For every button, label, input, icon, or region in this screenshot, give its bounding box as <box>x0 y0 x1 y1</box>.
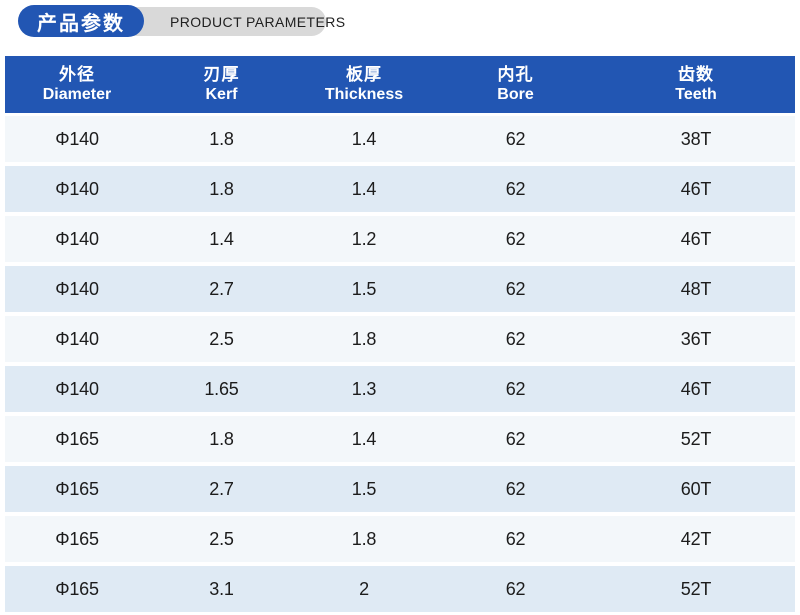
table-cell: 42T <box>680 528 712 549</box>
table-cell: Φ140 <box>55 128 99 149</box>
section-header: PRODUCT PARAMETERS 产品参数 <box>18 4 345 38</box>
table-cell: 2.7 <box>209 278 234 299</box>
column-header-cn: 刃厚 <box>203 64 240 84</box>
table-cell: Φ165 <box>55 428 99 449</box>
column-header-teeth: 齿数 Teeth <box>597 64 795 105</box>
table-cell: 62 <box>505 328 526 349</box>
table-row: Φ165 3.1 2 62 52T <box>5 566 795 612</box>
table-cell: 46T <box>680 378 712 399</box>
table-cell: Φ140 <box>55 228 99 249</box>
section-title-badge: 产品参数 <box>18 5 144 37</box>
table-cell: 1.5 <box>351 278 377 299</box>
table-cell: 1.3 <box>351 378 377 399</box>
column-header-thickness: 板厚 Thickness <box>294 64 434 105</box>
table-cell: Φ165 <box>55 578 99 599</box>
table-cell: 2.5 <box>209 328 234 349</box>
table-row: Φ165 2.7 1.5 62 60T <box>5 466 795 512</box>
section-subtitle-label: PRODUCT PARAMETERS <box>170 13 346 30</box>
column-header-cn: 内孔 <box>497 64 534 84</box>
table-cell: 62 <box>505 278 526 299</box>
table-cell: Φ140 <box>55 178 99 199</box>
table-cell: 36T <box>680 328 712 349</box>
table-cell: 1.8 <box>209 178 234 199</box>
table-cell: Φ165 <box>55 528 99 549</box>
column-header-cn: 板厚 <box>346 64 382 84</box>
table-cell: Φ165 <box>55 478 99 499</box>
table-cell: Φ140 <box>55 278 99 299</box>
table-cell: 62 <box>505 478 526 499</box>
table-cell: 1.2 <box>351 228 377 249</box>
table-row: Φ140 2.7 1.5 62 48T <box>5 266 795 312</box>
table-cell: 62 <box>505 128 526 149</box>
table-cell: Φ140 <box>55 328 99 349</box>
table-header-row: 外径 Diameter 刃厚 Kerf 板厚 Thickness 内孔 Bore… <box>5 56 795 113</box>
table-cell: 1.4 <box>209 228 234 249</box>
table-cell: 46T <box>680 228 712 249</box>
table-cell: 62 <box>505 428 526 449</box>
table-body: Φ140 1.8 1.4 62 38T Φ140 1.8 1.4 62 46T Φ140 1.4 1.2… <box>5 116 795 612</box>
table-cell: 2.5 <box>209 528 234 549</box>
table-cell: 1.5 <box>351 478 377 499</box>
table-cell: Φ140 <box>55 378 99 399</box>
product-parameters-table: 外径 Diameter 刃厚 Kerf 板厚 Thickness 内孔 Bore… <box>5 56 795 612</box>
table-cell: 1.65 <box>204 378 239 399</box>
column-header-cn: 外径 <box>59 64 95 84</box>
table-cell: 2.7 <box>209 478 234 499</box>
table-row: Φ140 1.65 1.3 62 46T <box>5 366 795 412</box>
table-cell: 1.4 <box>351 428 377 449</box>
table-cell: 3.1 <box>209 578 234 599</box>
table-cell: 1.8 <box>209 128 234 149</box>
table-cell: 62 <box>505 528 526 549</box>
table-cell: 60T <box>680 478 712 499</box>
table-cell: 1.4 <box>351 128 377 149</box>
table-cell: 52T <box>680 578 712 599</box>
table-cell: 46T <box>680 178 712 199</box>
table-row: Φ140 2.5 1.8 62 36T <box>5 316 795 362</box>
table-cell: 62 <box>505 378 526 399</box>
column-header-en: Kerf <box>205 86 238 104</box>
column-header-bore: 内孔 Bore <box>434 64 597 105</box>
table-cell: 1.4 <box>351 178 377 199</box>
table-cell: 62 <box>505 228 526 249</box>
column-header-en: Teeth <box>675 86 717 104</box>
table-cell: 2 <box>359 578 369 599</box>
column-header-cn: 齿数 <box>678 64 714 84</box>
table-cell: 1.8 <box>351 328 377 349</box>
column-header-en: Thickness <box>324 86 404 104</box>
table-cell: 1.8 <box>209 428 234 449</box>
table-cell: 48T <box>680 278 712 299</box>
table-row: Φ165 2.5 1.8 62 42T <box>5 516 795 562</box>
table-row: Φ140 1.8 1.4 62 38T <box>5 116 795 162</box>
column-header-diameter: 外径 Diameter <box>5 64 149 105</box>
table-row: Φ140 1.4 1.2 62 46T <box>5 216 795 262</box>
column-header-en: Diameter <box>42 86 112 104</box>
table-cell: 1.8 <box>351 528 377 549</box>
table-cell: 38T <box>680 128 712 149</box>
table-cell: 52T <box>680 428 712 449</box>
table-cell: 62 <box>505 578 526 599</box>
column-header-kerf: 刃厚 Kerf <box>149 64 294 105</box>
column-header-en: Bore <box>497 86 534 104</box>
table-row: Φ165 1.8 1.4 62 52T <box>5 416 795 462</box>
table-cell: 62 <box>505 178 526 199</box>
table-row: Φ140 1.8 1.4 62 46T <box>5 166 795 212</box>
